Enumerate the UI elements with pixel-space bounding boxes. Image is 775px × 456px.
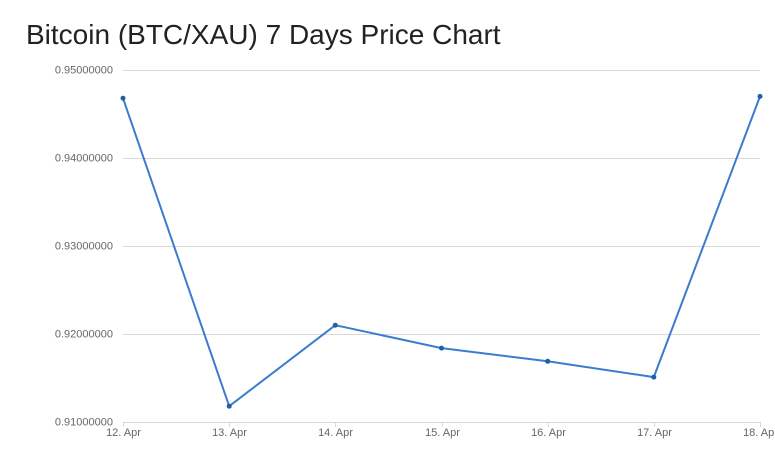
chart-title: Bitcoin (BTC/XAU) 7 Days Price Chart [26,19,501,50]
series-line-layer [122,96,761,408]
x-tick-label: 14. Apr [318,427,353,439]
data-point[interactable] [757,93,763,99]
x-tick-label: 18. Apr [743,427,775,439]
x-tick-label: 17. Apr [637,427,672,439]
y-tick-label: 0.94000000 [55,153,113,165]
data-point[interactable] [545,358,551,364]
x-tick-label: 16. Apr [531,427,566,439]
data-point[interactable] [439,345,444,351]
data-point[interactable] [226,403,232,409]
data-point[interactable] [120,95,126,101]
x-tick-label: 15. Apr [425,427,460,439]
y-axis-tick-labels: 0.91000000 0.92000000 0.93000000 0.94000000… [55,65,113,429]
x-tick-label: 13. Apr [212,427,247,439]
x-tick-label: 12. Apr [106,427,141,439]
y-tick-label: 0.93000000 [55,241,113,253]
data-point[interactable] [651,374,657,380]
y-tick-label: 0.95000000 [55,65,113,77]
series-line [122,96,761,408]
grid-lines [123,70,760,423]
y-tick-label: 0.92000000 [55,329,113,341]
data-point[interactable] [332,322,338,328]
y-tick-label: 0.91000000 [55,417,113,429]
series-markers [120,93,763,409]
x-axis-tick-labels: 12. Apr 13. Apr 14. Apr 15. Apr 16. Apr 17. A… [106,422,775,439]
